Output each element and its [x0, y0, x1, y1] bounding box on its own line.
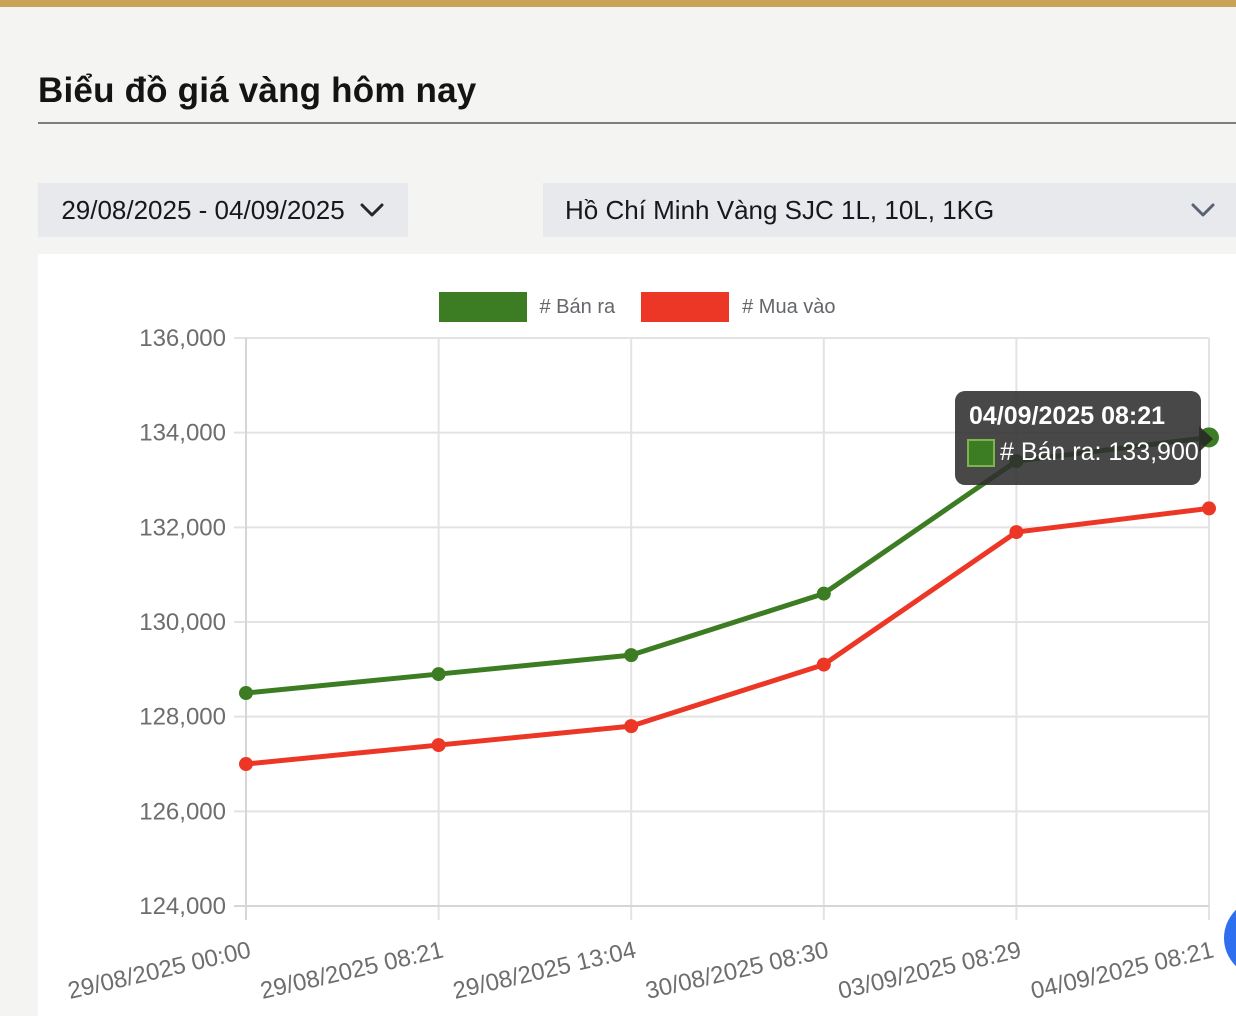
svg-text:132,000: 132,000 — [139, 514, 226, 541]
chevron-down-icon — [359, 202, 385, 218]
legend-item[interactable]: # Bán ra — [438, 292, 616, 322]
legend-item[interactable]: # Mua vào — [641, 292, 836, 322]
svg-text:124,000: 124,000 — [139, 893, 226, 920]
chart-legend: # Bán ra # Mua vào — [38, 291, 1236, 323]
chart-tooltip: 04/09/2025 08:21 # Bán ra: 133,900 — [955, 391, 1201, 485]
product-value: Hồ Chí Minh Vàng SJC 1L, 10L, 1KG — [565, 194, 995, 225]
svg-text:130,000: 130,000 — [139, 609, 226, 636]
legend-swatch — [641, 292, 730, 322]
svg-text:134,000: 134,000 — [139, 420, 226, 447]
svg-text:04/09/2025 08:21: 04/09/2025 08:21 — [1028, 937, 1216, 1005]
chart-panel — [38, 254, 1236, 1016]
date-range-value: 29/08/2025 - 04/09/2025 — [61, 194, 345, 225]
svg-text:29/08/2025 13:04: 29/08/2025 13:04 — [450, 937, 638, 1005]
tooltip-title: 04/09/2025 08:21 — [969, 402, 1166, 430]
product-dropdown[interactable]: Hồ Chí Minh Vàng SJC 1L, 10L, 1KG — [543, 183, 1236, 237]
svg-text:03/09/2025 08:29: 03/09/2025 08:29 — [836, 937, 1024, 1005]
svg-text:126,000: 126,000 — [139, 798, 226, 825]
top-accent-bar — [0, 0, 1236, 7]
legend-item-label: # Bán ra — [539, 295, 616, 318]
tooltip-value-label: # Bán ra: 133,900 — [1000, 438, 1199, 466]
tooltip-series-swatch — [967, 438, 995, 467]
chevron-down-icon — [1190, 202, 1216, 218]
tooltip-caret — [1199, 426, 1213, 452]
title-divider — [38, 122, 1236, 124]
svg-text:136,000: 136,000 — [139, 325, 226, 352]
svg-text:29/08/2025 08:21: 29/08/2025 08:21 — [258, 937, 446, 1005]
page-title: Biểu đồ giá vàng hôm nay — [38, 71, 477, 111]
svg-text:128,000: 128,000 — [139, 704, 226, 731]
legend-swatch — [438, 292, 527, 322]
date-range-dropdown[interactable]: 29/08/2025 - 04/09/2025 — [38, 183, 408, 237]
legend-item-label: # Mua vào — [742, 295, 836, 318]
svg-text:29/08/2025 00:00: 29/08/2025 00:00 — [65, 937, 253, 1005]
svg-text:30/08/2025 08:30: 30/08/2025 08:30 — [643, 937, 831, 1005]
